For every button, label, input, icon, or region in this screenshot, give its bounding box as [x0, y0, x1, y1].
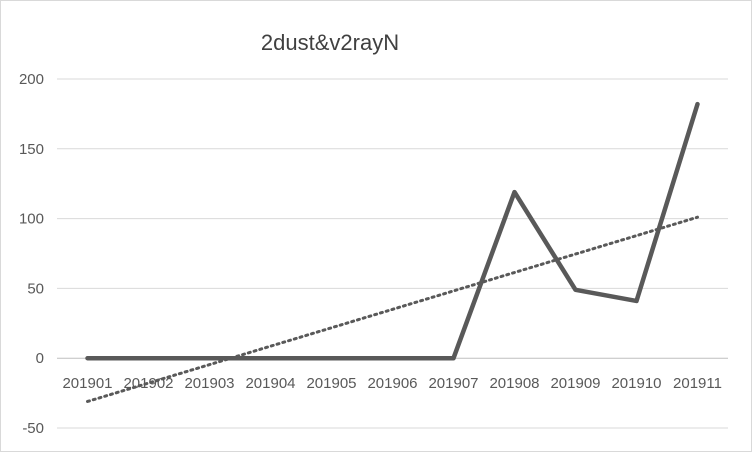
y-tick-label: 0: [36, 350, 44, 367]
x-tick-label: 201908: [489, 375, 539, 392]
y-tick-label: 150: [19, 141, 44, 158]
x-tick-label: 201911: [673, 375, 722, 392]
x-tick-label: 201903: [184, 375, 234, 392]
trendline-line: [86, 215, 699, 403]
y-axis-ticks: -50 0 50 100 150 200: [19, 71, 44, 437]
x-tick-label: 201901: [62, 375, 112, 392]
x-tick-label: 201904: [245, 375, 295, 392]
y-tick-label: 200: [19, 71, 44, 88]
series-lines: [85, 101, 700, 361]
x-tick-label: 201906: [367, 375, 417, 392]
x-tick-label: 201905: [306, 375, 356, 392]
x-tick-label: 201909: [550, 375, 600, 392]
x-tick-label: 201907: [428, 375, 478, 392]
series-line: [85, 101, 700, 361]
y-tick-label: 100: [19, 211, 44, 228]
x-tick-label: 201902: [123, 375, 173, 392]
chart-title: 2dust&v2rayN: [260, 30, 400, 55]
x-axis-ticks: 201901 201902 201903 201904 201905 201906 2019…: [62, 375, 722, 392]
x-tick-label: 201910: [611, 375, 661, 392]
y-tick-label: 50: [27, 280, 44, 297]
trendline: [86, 215, 699, 403]
y-tick-label: -50: [22, 420, 44, 437]
